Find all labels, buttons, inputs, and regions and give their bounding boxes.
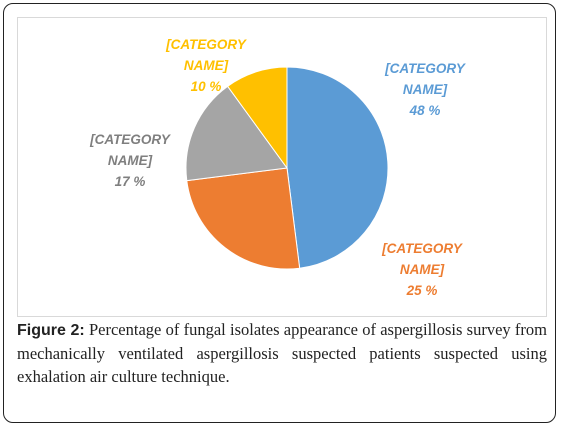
pie-slice-3 <box>226 66 288 170</box>
pie-slice-2 <box>185 85 288 182</box>
caption-text: Percentage of fungal isolates appearance… <box>17 320 548 386</box>
figure-frame: [CATEGORY NAME] 48 % [CATEGORY NAME] 25 % [CAT… <box>3 3 556 423</box>
slice-label-1: [CATEGORY NAME] 25 % <box>381 241 464 298</box>
pie-chart: [CATEGORY NAME] 48 % [CATEGORY NAME] 25 % [CAT… <box>89 37 467 298</box>
slice-label-3: [CATEGORY NAME] 10 % <box>165 37 248 94</box>
caption-label: Figure 2: <box>17 322 85 339</box>
slice-label-0: [CATEGORY NAME] 48 % <box>384 61 467 118</box>
chart-area: [CATEGORY NAME] 48 % [CATEGORY NAME] 25 % [CAT… <box>17 17 547 317</box>
pie-slice-1 <box>186 167 301 270</box>
figure-caption: Figure 2: Percentage of fungal isolates … <box>17 318 547 388</box>
pie-slice-0 <box>286 66 389 269</box>
slice-label-2: [CATEGORY NAME] 17 % <box>89 132 172 189</box>
